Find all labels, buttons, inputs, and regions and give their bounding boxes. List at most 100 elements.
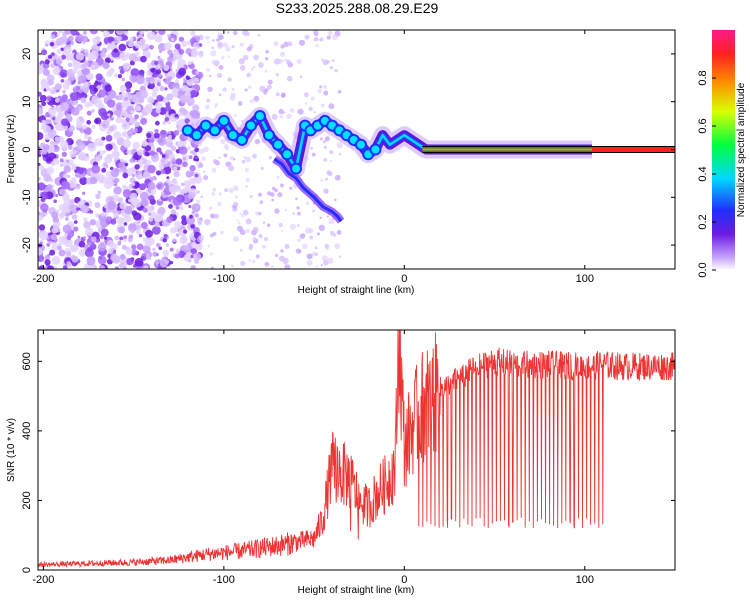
noise-blob (311, 209, 316, 213)
colorbar-ticks: 0.0 0.2 0.4 0.6 0.8 (697, 70, 716, 278)
noise-blob (155, 242, 161, 248)
noise-blob (130, 244, 137, 250)
noise-blob (127, 129, 134, 137)
noise-blob (154, 30, 160, 33)
noise-blob (51, 255, 61, 265)
noise-blob (319, 85, 323, 89)
noise-blob (88, 100, 94, 107)
noise-blob (74, 100, 78, 104)
noise-blob (76, 167, 85, 175)
noise-blob (338, 255, 341, 258)
noise-blob (55, 37, 64, 46)
noise-blob (173, 130, 180, 136)
noise-blob (57, 30, 63, 34)
noise-blob (77, 106, 82, 111)
noise-blob (180, 40, 188, 47)
noise-blob (271, 113, 278, 120)
noise-blob (334, 243, 341, 250)
noise-blob (70, 30, 78, 36)
noise-blob (178, 48, 185, 55)
noise-blob (66, 235, 72, 241)
noise-blob (58, 249, 66, 257)
noise-blob (204, 218, 211, 226)
noise-blob (59, 69, 68, 78)
noise-blob (39, 231, 49, 241)
noise-blob (140, 55, 147, 63)
snr-series (38, 330, 675, 569)
noise-blob (95, 193, 101, 200)
noise-blob (323, 90, 329, 96)
noise-blob (149, 79, 155, 85)
noise-blob (64, 232, 68, 237)
noise-blob (227, 31, 230, 34)
ridge-blob (199, 119, 212, 132)
noise-blob (86, 110, 92, 116)
noise-blob (319, 216, 323, 220)
noise-blob (98, 175, 107, 184)
noise-blob (164, 87, 168, 91)
x-tick-label: -200 (32, 273, 54, 285)
noise-blob (101, 167, 107, 173)
noise-blob (83, 48, 89, 54)
noise-blob (188, 155, 193, 160)
x-tick-label: 0 (401, 574, 407, 586)
noise-blob (83, 134, 89, 139)
noise-blob (118, 43, 127, 52)
noise-blob (264, 69, 268, 73)
noise-blob (120, 118, 127, 125)
noise-blob (67, 145, 73, 150)
noise-blob (175, 248, 180, 252)
noise-blob (165, 243, 169, 247)
noise-blob (135, 51, 140, 57)
ridge-blob (217, 114, 230, 127)
noise-blob (129, 36, 134, 42)
noise-blob (266, 84, 272, 90)
noise-blob (329, 230, 335, 236)
noise-blob (38, 224, 46, 231)
noise-blob (103, 30, 111, 38)
noise-blob (223, 153, 228, 158)
noise-blob (96, 93, 101, 97)
noise-blob (175, 158, 183, 165)
noise-blob (101, 120, 110, 129)
noise-blob (41, 49, 48, 56)
noise-blob (240, 260, 246, 267)
noise-blob (245, 156, 252, 163)
noise-blob (173, 166, 177, 171)
noise-blob (199, 217, 203, 221)
noise-blob (326, 35, 331, 40)
noise-blob (144, 151, 150, 157)
noise-blob (82, 30, 87, 35)
noise-blob (188, 204, 192, 209)
noise-blob (198, 34, 204, 41)
secondary-track-core (273, 157, 343, 223)
noise-blob (211, 192, 216, 196)
noise-blob (196, 236, 204, 243)
noise-blob (52, 145, 60, 153)
noise-blob (124, 162, 129, 167)
noise-blob (54, 97, 60, 103)
noise-blob (121, 212, 126, 217)
noise-blob (71, 214, 78, 220)
noise-blob (147, 164, 156, 174)
noise-blob (247, 85, 252, 89)
noise-blob (91, 164, 101, 174)
ridge-blob (226, 129, 239, 142)
noise-blob (105, 134, 113, 142)
noise-blob (327, 30, 333, 36)
noise-blob (77, 70, 83, 76)
noise-blob (46, 96, 52, 101)
noise-blob (82, 124, 87, 130)
noise-blob (167, 34, 172, 38)
noise-blob (309, 235, 314, 240)
noise-blob (157, 30, 166, 36)
noise-blob (201, 156, 207, 161)
noise-blob (83, 236, 87, 240)
colorbar-label: Normalized spectral amplitude (736, 82, 747, 217)
noise-blob (186, 97, 195, 106)
noise-blob (242, 209, 249, 216)
noise-blob (216, 38, 220, 42)
noise-blob (233, 185, 239, 191)
noise-blob (264, 92, 267, 95)
noise-blob (69, 199, 75, 205)
